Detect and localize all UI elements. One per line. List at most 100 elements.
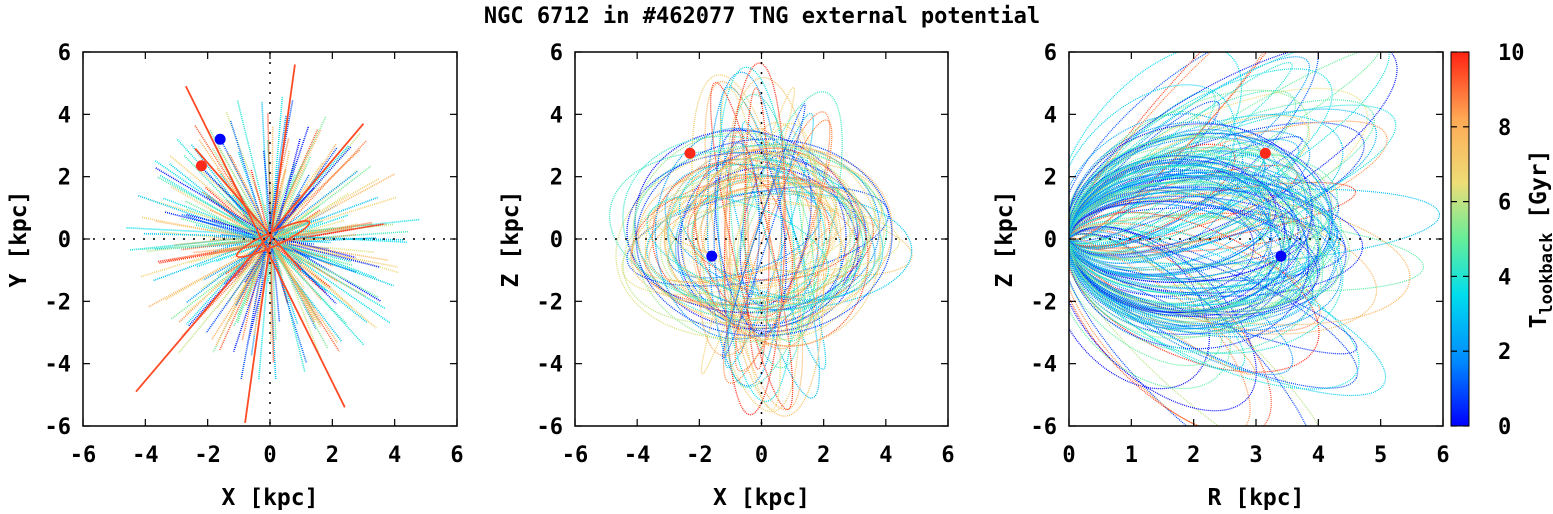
y-tick-label: 4 — [1044, 103, 1057, 128]
orbit-loop — [635, 138, 893, 337]
orbit-loop — [644, 157, 833, 317]
y-axis-label: Z [kpc] — [498, 191, 524, 288]
x-tick-label: -2 — [194, 443, 221, 468]
orbit-track — [236, 163, 296, 324]
figure-title: NGC 6712 in #462077 TNG external potenti… — [484, 4, 1040, 29]
orbit-petal — [1069, 89, 1297, 248]
orbit-petal — [1069, 228, 1359, 389]
orbit-loop — [626, 186, 890, 287]
orbit-loop — [652, 194, 913, 277]
orbit-track — [160, 231, 375, 253]
orbit-loop — [700, 86, 796, 375]
orbit-petal — [1069, 226, 1257, 412]
orbit-petal — [1069, 52, 1398, 256]
x-tick-label: -6 — [70, 443, 97, 468]
orbit-loop — [678, 158, 884, 301]
orbit-loop — [723, 76, 825, 417]
orbit-petal — [1069, 136, 1323, 327]
orbit-loop — [713, 142, 761, 323]
y-tick-label: -2 — [537, 290, 564, 315]
x-tick-label: 4 — [388, 443, 401, 468]
orbit-petal — [1069, 223, 1231, 390]
orbit-loop — [704, 80, 804, 411]
orbit-petal — [1069, 199, 1378, 335]
orbit-track — [169, 155, 377, 329]
y-tick-label: 6 — [550, 41, 563, 66]
xz-projection-orbits — [608, 62, 913, 417]
orbit-track — [198, 139, 339, 344]
orbit-petal — [1069, 174, 1336, 325]
y-tick-label: -4 — [1031, 353, 1058, 378]
x-tick-label: 5 — [1374, 443, 1387, 468]
orbit-petal — [1069, 232, 1251, 426]
orbit-petal — [1069, 154, 1267, 248]
orbit-petal — [1069, 168, 1273, 310]
orbit-track — [181, 213, 357, 273]
y-tick-label: -6 — [537, 415, 564, 440]
x-tick-label: -4 — [132, 443, 159, 468]
orbit-track — [187, 146, 352, 327]
orbit-petal — [1069, 108, 1377, 259]
orbit-petal — [1069, 104, 1397, 255]
orbit-track — [185, 85, 346, 408]
orbit-track — [157, 222, 386, 263]
x-tick-label: 6 — [1436, 443, 1449, 468]
y-tick-label: 4 — [550, 103, 563, 128]
plot-frame — [574, 51, 949, 427]
orbit-loop — [670, 180, 837, 288]
orbit-petal — [1069, 189, 1325, 314]
orbit-loop — [742, 159, 815, 343]
orbit-petal — [1069, 211, 1339, 304]
orbit-loop — [648, 182, 838, 284]
orbit-loop — [622, 135, 856, 321]
orbit-loop — [632, 131, 851, 343]
orbit-loop — [646, 190, 913, 310]
orbit-track — [167, 221, 372, 262]
x-axis-label: X [kpc] — [222, 485, 319, 511]
orbit-loop — [720, 86, 820, 399]
orbit-track — [163, 197, 376, 279]
orbit-petal — [1069, 136, 1303, 243]
x-tick-label: -6 — [562, 443, 589, 468]
colorbar-tick-label: 6 — [1498, 191, 1511, 216]
orbit-loop — [739, 149, 812, 307]
orbit-loop — [716, 66, 795, 403]
orbit-loop — [700, 185, 862, 305]
orbit-petal — [1069, 193, 1411, 326]
orbit-petal — [1069, 230, 1294, 376]
orbit-loop — [667, 163, 826, 305]
orbit-petal — [1069, 192, 1287, 307]
orbit-petal — [1069, 165, 1324, 354]
orbit-petal — [1069, 132, 1334, 330]
orbit-loop — [736, 122, 819, 346]
colorbar-tick-label: 4 — [1498, 265, 1511, 290]
initial-position-marker — [1259, 147, 1271, 159]
x-tick-label: 6 — [941, 443, 954, 468]
y-tick-label: -4 — [45, 353, 72, 378]
orbit-loop — [663, 146, 893, 322]
orbit-loop — [664, 149, 842, 324]
orbit-petal — [1069, 192, 1285, 295]
orbit-petal — [1069, 166, 1298, 338]
y-tick-label: 2 — [1044, 166, 1057, 191]
orbit-track — [195, 224, 351, 263]
orbit-track — [257, 97, 284, 381]
current-position-marker — [214, 133, 226, 145]
orbit-track — [155, 220, 389, 262]
orbit-petal — [1069, 176, 1347, 319]
orbit-petal — [1069, 164, 1308, 330]
orbit-petal — [1069, 189, 1255, 297]
orbit-loop — [693, 147, 869, 347]
orbit-loop — [671, 203, 901, 272]
orbit-petal — [1069, 158, 1310, 350]
x-tick-label: 0 — [1062, 443, 1075, 468]
orbit-track — [193, 233, 356, 254]
orbit-petal — [1069, 155, 1286, 314]
y-tick-label: 6 — [1044, 41, 1057, 66]
colorbar-gradient — [1450, 51, 1470, 427]
current-position-marker — [1275, 250, 1287, 262]
orbit-petal — [1069, 181, 1350, 311]
orbit-loop — [722, 111, 831, 384]
orbit-petal — [1069, 160, 1320, 327]
